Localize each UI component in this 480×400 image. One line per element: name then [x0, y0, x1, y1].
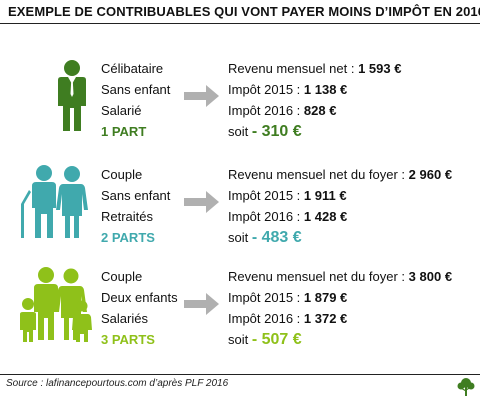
family-two-children-icon	[20, 267, 92, 342]
top-rule	[0, 23, 480, 24]
saving-value: - 507 €	[251, 331, 302, 348]
arrow-right-icon	[184, 191, 219, 213]
saving-row: soit - 483 €	[228, 227, 452, 248]
parts-label: 2 PARTS	[101, 230, 155, 245]
saving-row: soit - 310 €	[228, 121, 401, 142]
tax-2015-row: Impôt 2015 : 1 879 €	[228, 287, 452, 308]
tax-details: Revenu mensuel net du foyer : 2 960 € Im…	[228, 164, 452, 248]
occupation-label: Salariés	[101, 311, 148, 326]
infographic-title: EXEMPLE DE CONTRIBUABLES QUI VONT PAYER …	[8, 4, 480, 19]
revenue-value: 1 593 €	[358, 61, 402, 76]
saving-row: soit - 507 €	[228, 329, 452, 350]
status-label: Couple	[101, 167, 143, 182]
profile-column: Couple Deux enfants Salariés 3 PARTS	[101, 266, 178, 350]
tax-2016-value: 1 428 €	[303, 209, 348, 224]
tax-details: Revenu mensuel net : 1 593 € Impôt 2015 …	[228, 58, 401, 142]
tax-2016-row: Impôt 2016 : 1 372 €	[228, 308, 452, 329]
status-label: Célibataire	[101, 61, 164, 76]
elderly-couple-icon	[21, 165, 88, 238]
tax-2015-row: Impôt 2015 : 1 138 €	[228, 79, 401, 100]
tax-2016-value: 1 372 €	[303, 311, 348, 326]
parts-label: 3 PARTS	[101, 332, 155, 347]
tax-2016-label: Impôt 2016 :	[228, 311, 304, 326]
status-label: Couple	[101, 269, 143, 284]
revenue-label: Revenu mensuel net du foyer :	[228, 167, 409, 182]
soit-label: soit	[228, 124, 252, 139]
children-label: Sans enfant	[101, 188, 171, 203]
children-label: Deux enfants	[101, 290, 178, 305]
revenue-row: Revenu mensuel net du foyer : 2 960 €	[228, 164, 452, 185]
tax-2016-label: Impôt 2016 :	[228, 103, 304, 118]
parts-label: 1 PART	[101, 124, 147, 139]
tree-logo-icon	[457, 378, 475, 396]
soit-label: soit	[228, 332, 252, 347]
source-note: Source : lafinancepourtous.com d’après P…	[6, 378, 229, 389]
occupation-label: Salarié	[101, 103, 142, 118]
revenue-row: Revenu mensuel net : 1 593 €	[228, 58, 401, 79]
soit-label: soit	[228, 230, 252, 245]
revenue-label: Revenu mensuel net du foyer :	[228, 269, 409, 284]
revenue-value: 3 800 €	[408, 269, 453, 284]
saving-value: - 310 €	[251, 123, 302, 140]
tax-2015-value: 1 879 €	[303, 290, 348, 305]
tax-details: Revenu mensuel net du foyer : 3 800 € Im…	[228, 266, 452, 350]
revenue-value: 2 960 €	[408, 167, 453, 182]
saving-value: - 483 €	[251, 229, 302, 246]
bottom-rule	[0, 374, 480, 375]
revenue-row: Revenu mensuel net du foyer : 3 800 €	[228, 266, 452, 287]
tax-2015-label: Impôt 2015 :	[228, 290, 304, 305]
tax-2015-label: Impôt 2015 :	[228, 82, 304, 97]
arrow-right-icon	[184, 85, 219, 107]
tax-2015-value: 1 911 €	[303, 188, 347, 203]
occupation-label: Retraités	[101, 209, 154, 224]
tax-2016-label: Impôt 2016 :	[228, 209, 304, 224]
revenue-label: Revenu mensuel net :	[228, 61, 359, 76]
children-label: Sans enfant	[101, 82, 171, 97]
tax-2015-label: Impôt 2015 :	[228, 188, 304, 203]
tax-2015-value: 1 138 €	[303, 82, 348, 97]
arrow-right-icon	[184, 293, 219, 315]
case-retired-couple: Couple Sans enfant Retraités 2 PARTS Rev…	[0, 164, 480, 264]
case-family: Couple Deux enfants Salariés 3 PARTS Rev…	[0, 266, 480, 366]
single-person-suit-icon	[58, 60, 86, 131]
profile-column: Couple Sans enfant Retraités 2 PARTS	[101, 164, 170, 248]
tax-2015-row: Impôt 2015 : 1 911 €	[228, 185, 452, 206]
tax-2016-row: Impôt 2016 : 1 428 €	[228, 206, 452, 227]
tax-2016-value: 828 €	[303, 103, 337, 118]
profile-column: Célibataire Sans enfant Salarié 1 PART	[101, 58, 170, 142]
case-single: Célibataire Sans enfant Salarié 1 PART R…	[0, 58, 480, 158]
tax-2016-row: Impôt 2016 : 828 €	[228, 100, 401, 121]
